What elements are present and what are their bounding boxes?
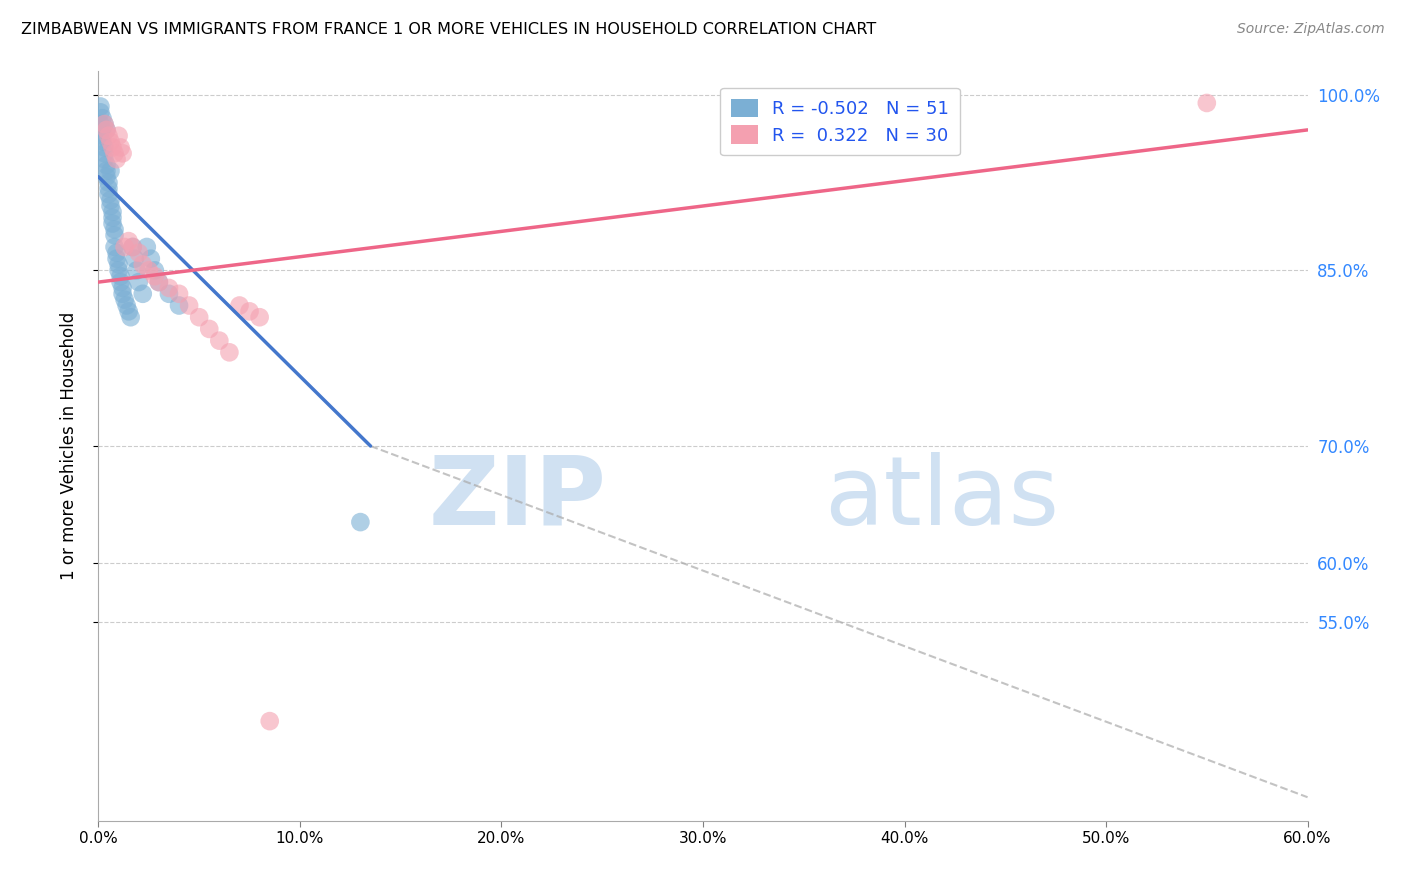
Point [97,128,120,143]
Point [101,205,124,219]
Point [89,105,111,120]
Point [118,304,141,318]
Point [135,240,157,254]
Point [110,269,132,284]
Point [110,140,132,154]
Point [100,135,122,149]
Point [143,269,166,284]
Point [128,245,150,260]
Point [139,252,162,266]
Point [91,112,114,126]
Point [96,123,118,137]
Point [1195,95,1218,110]
Point [138,263,160,277]
Point [128,275,150,289]
Point [124,252,146,266]
Point [97,187,120,202]
Point [114,240,136,254]
Point [114,293,136,307]
Y-axis label: 1 or more Vehicles in Household: 1 or more Vehicles in Household [59,312,77,580]
Point [107,258,129,272]
Point [167,286,190,301]
Point [93,117,115,131]
Point [103,228,125,243]
Point [100,164,122,178]
Point [239,304,262,318]
Point [101,211,124,225]
Point [167,298,190,313]
Point [157,281,180,295]
Point [89,99,111,113]
Point [103,222,125,236]
Point [349,515,371,529]
Point [143,263,166,277]
Text: atlas: atlas [824,452,1059,545]
Point [105,252,128,266]
Point [93,152,115,166]
Point [259,714,281,728]
Point [91,135,114,149]
Point [96,164,118,178]
Point [103,240,125,254]
Point [188,310,211,325]
Point [96,123,118,137]
Point [93,117,115,131]
Point [111,146,134,161]
Point [89,117,111,131]
Legend: R = -0.502   N = 51, R =  0.322   N = 30: R = -0.502 N = 51, R = 0.322 N = 30 [720,88,960,155]
Point [110,275,132,289]
Point [115,298,138,313]
Point [100,199,122,213]
Point [111,286,134,301]
Text: Source: ZipAtlas.com: Source: ZipAtlas.com [1237,22,1385,37]
Point [228,298,250,313]
Text: ZIMBABWEAN VS IMMIGRANTS FROM FRANCE 1 OR MORE VEHICLES IN HOUSEHOLD CORRELATION: ZIMBABWEAN VS IMMIGRANTS FROM FRANCE 1 O… [21,22,876,37]
Point [249,310,271,325]
Point [148,275,170,289]
Point [208,334,231,348]
Point [121,240,143,254]
Point [100,193,122,207]
Point [101,217,124,231]
Point [148,275,170,289]
Point [198,322,221,336]
Point [103,146,125,161]
Point [111,281,134,295]
Point [125,263,148,277]
Point [157,286,180,301]
Point [97,176,120,190]
Point [105,245,128,260]
Point [91,123,114,137]
Point [179,298,201,313]
Point [96,169,118,184]
Point [132,286,155,301]
Point [105,152,128,166]
Point [118,234,141,248]
Point [132,258,155,272]
Text: ZIP: ZIP [429,452,606,545]
Point [91,128,114,143]
Point [96,158,118,172]
Point [107,128,129,143]
Point [121,240,143,254]
Point [93,146,115,161]
Point [120,310,142,325]
Point [107,263,129,277]
Point [97,181,120,195]
Point [101,140,124,154]
Point [93,140,115,154]
Point [218,345,240,359]
